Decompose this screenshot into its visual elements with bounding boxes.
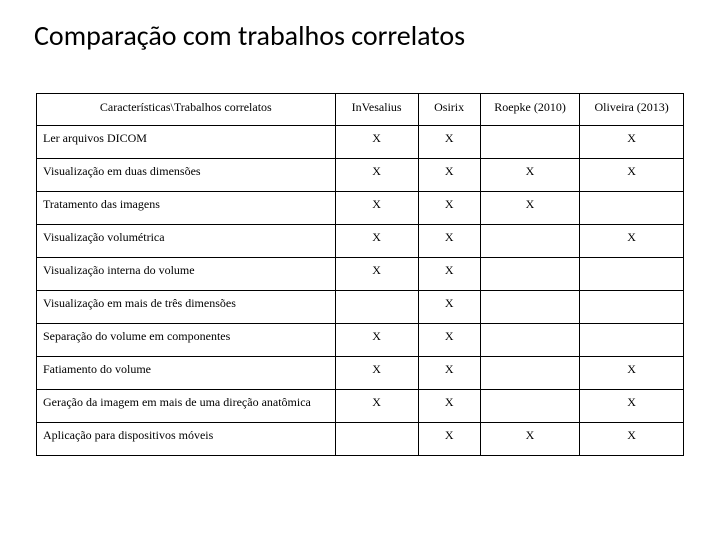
mark-cell: X <box>335 357 418 390</box>
col-header-osirix: Osirix <box>418 94 480 126</box>
table-row: Visualização em duas dimensõesXXXX <box>37 159 684 192</box>
mark-cell: X <box>418 291 480 324</box>
mark-cell <box>480 357 580 390</box>
mark-cell <box>580 192 684 225</box>
mark-cell <box>480 225 580 258</box>
col-header-features: Características\Trabalhos correlatos <box>37 94 336 126</box>
mark-cell: X <box>580 390 684 423</box>
mark-cell: X <box>580 423 684 456</box>
table-row: Separação do volume em componentesXX <box>37 324 684 357</box>
table-header-row: Características\Trabalhos correlatos InV… <box>37 94 684 126</box>
row-label: Tratamento das imagens <box>37 192 336 225</box>
mark-cell: X <box>335 258 418 291</box>
mark-cell <box>580 291 684 324</box>
mark-cell: X <box>480 159 580 192</box>
table-row: Visualização em mais de três dimensões X <box>37 291 684 324</box>
table-row: Visualização interna do volumeXX <box>37 258 684 291</box>
mark-cell: X <box>335 324 418 357</box>
mark-cell: X <box>418 423 480 456</box>
mark-cell <box>335 423 418 456</box>
mark-cell: X <box>418 390 480 423</box>
comparison-table: Características\Trabalhos correlatos InV… <box>36 93 684 456</box>
mark-cell: X <box>580 159 684 192</box>
mark-cell: X <box>580 126 684 159</box>
row-label: Aplicação para dispositivos móveis <box>37 423 336 456</box>
mark-cell: X <box>480 192 580 225</box>
mark-cell: X <box>418 357 480 390</box>
mark-cell <box>480 390 580 423</box>
mark-cell <box>480 291 580 324</box>
mark-cell: X <box>418 225 480 258</box>
table-row: Ler arquivos DICOMXXX <box>37 126 684 159</box>
page-title: Comparação com trabalhos correlatos <box>28 18 692 53</box>
row-label: Separação do volume em componentes <box>37 324 336 357</box>
mark-cell: X <box>418 324 480 357</box>
table-row: Visualização volumétricaXXX <box>37 225 684 258</box>
row-label: Fatiamento do volume <box>37 357 336 390</box>
row-label: Geração da imagem em mais de uma direção… <box>37 390 336 423</box>
table-row: Aplicação para dispositivos móveisXXX <box>37 423 684 456</box>
mark-cell: X <box>418 159 480 192</box>
mark-cell: X <box>480 423 580 456</box>
mark-cell: X <box>580 357 684 390</box>
col-header-invesalius: InVesalius <box>335 94 418 126</box>
mark-cell <box>580 258 684 291</box>
row-label: Visualização em duas dimensões <box>37 159 336 192</box>
comparison-table-wrap: Características\Trabalhos correlatos InV… <box>28 93 692 456</box>
col-header-roepke: Roepke (2010) <box>480 94 580 126</box>
mark-cell: X <box>580 225 684 258</box>
mark-cell: X <box>418 192 480 225</box>
mark-cell: X <box>418 258 480 291</box>
mark-cell <box>480 324 580 357</box>
mark-cell: X <box>335 390 418 423</box>
row-label: Visualização volumétrica <box>37 225 336 258</box>
row-label: Visualização interna do volume <box>37 258 336 291</box>
mark-cell <box>580 324 684 357</box>
mark-cell: X <box>418 126 480 159</box>
mark-cell <box>335 291 418 324</box>
mark-cell <box>480 258 580 291</box>
mark-cell <box>480 126 580 159</box>
table-row: Fatiamento do volumeXXX <box>37 357 684 390</box>
mark-cell: X <box>335 126 418 159</box>
table-row: Geração da imagem em mais de uma direção… <box>37 390 684 423</box>
mark-cell: X <box>335 225 418 258</box>
row-label: Visualização em mais de três dimensões <box>37 291 336 324</box>
mark-cell: X <box>335 159 418 192</box>
mark-cell: X <box>335 192 418 225</box>
table-row: Tratamento das imagensXXX <box>37 192 684 225</box>
col-header-oliveira: Oliveira (2013) <box>580 94 684 126</box>
row-label: Ler arquivos DICOM <box>37 126 336 159</box>
table-body: Ler arquivos DICOMXXXVisualização em dua… <box>37 126 684 456</box>
